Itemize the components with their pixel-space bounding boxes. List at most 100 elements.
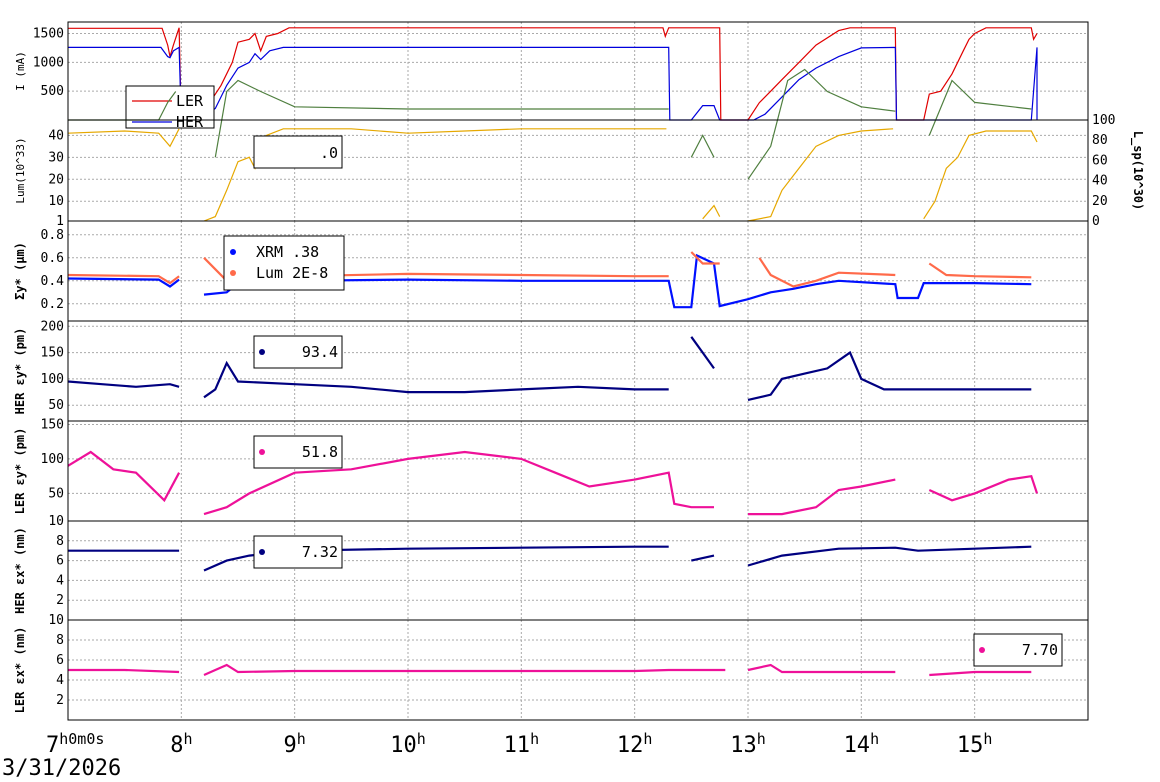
y-tick-label: 500 [41,84,64,99]
y-tick-label: 6 [56,554,64,569]
y2-tick-label: 60 [1092,153,1108,168]
panel-current: 500 1000 1500 I (mA) LER HER [14,21,1089,131]
x-tick-label: 13h [730,730,766,758]
y-tick-label: 0.2 [41,297,64,312]
y-tick-label: 100 [41,372,64,387]
legend-marker [259,349,265,355]
panel-frame [67,21,1089,121]
y-tick-label: 10 [48,514,64,529]
legend-label: Lum 2E-8 [256,264,328,282]
y-tick-label: 0.6 [41,251,64,266]
x-tick-label: 15h [957,730,993,758]
legend-value: .0 [320,144,338,162]
legend-box [125,85,215,129]
panel-her-ey: 50 100 150 200 HER εy* (pm) 93.4 [13,319,1089,422]
y-axis-label: LER εy* (pm) [13,428,27,515]
y-tick-label: 0.8 [41,228,64,243]
panel-frame [67,220,1089,322]
legend-her-ey: 93.4 [253,335,343,369]
y2-tick-label: 0 [1092,214,1100,229]
legend-value: 51.8 [302,443,338,461]
series-line-her-ex [68,545,1032,572]
y2-tick-label: 80 [1092,133,1108,148]
y-tick-label: 4 [56,673,64,688]
legend-her-ex: 7.32 [253,535,343,569]
legend-current: LER HER [125,85,215,131]
y-tick-label: 100 [41,452,64,467]
x-tick-label: 10h [390,730,426,758]
legend-label: XRM .38 [256,243,319,261]
legend-box [253,535,343,569]
y-tick-label: 40 [48,128,64,143]
y-tick-label: 50 [48,486,64,501]
y2-tick-label: 40 [1092,174,1108,189]
series-line-ler-ey [67,450,1039,516]
y-axis-label: I (mA) [14,51,27,91]
legend-marker [230,249,236,255]
y-axis-label: HER εy* (pm) [13,328,27,415]
y-tick-label: 50 [48,398,64,413]
x-tick-label: 8h [170,730,192,758]
y-tick-label: 10 [48,194,64,209]
panel-frame [67,320,1089,422]
x-tick-label: 9h [284,730,306,758]
x-tick-label: 14h [844,730,880,758]
legend-marker [979,647,985,653]
legend-box [253,435,343,469]
legend-box [253,335,343,369]
legend-marker [259,449,265,455]
legend-label: LER [176,92,204,110]
y-tick-label: 2 [56,693,64,708]
panel-sigma: 0.2 0.4 0.6 0.8 Σy* (µm) XRM .38 Lum 2E-8 [13,220,1089,322]
legend-value: 93.4 [302,343,338,361]
legend-box [223,235,345,291]
x-tick-label: 7h0m0s [46,730,104,758]
y-axis-label: LER εx* (nm) [13,627,27,714]
y-tick-label: 2 [56,593,64,608]
legend-marker [230,270,236,276]
series-line-ler-ex [68,663,1032,677]
y-tick-label: 8 [56,534,64,549]
y-tick-label: 150 [41,417,64,432]
legend-value: 7.70 [1022,641,1058,659]
legend-box [973,633,1063,667]
x-tick-label: 12h [617,730,653,758]
legend-label: HER [176,113,204,131]
panel-ler-ey: 10 50 100 150 LER εy* (pm) 51.8 [13,417,1089,529]
panel-frame [67,619,1089,721]
x-tick-label: 11h [504,730,540,758]
panel-her-ex: 2 4 6 8 HER εx* (nm) 7.32 [13,520,1089,621]
y-tick-label: 4 [56,573,64,588]
legend-sigma: XRM .38 Lum 2E-8 [223,235,345,291]
y-tick-label: 1500 [33,27,64,42]
series-line-sigma [67,253,1032,309]
legend-value: 7.32 [302,543,338,561]
legend-box [253,135,343,169]
y-tick-label: 0.4 [41,274,65,289]
panel-ler-ex: 2 4 6 8 10 LER εx* (nm) 7.70 [13,613,1089,721]
y2-tick-label: 100 [1092,113,1115,128]
legend-ler-ex: 7.70 [973,633,1063,667]
y-tick-label: 200 [41,319,64,334]
y-tick-label: 10 [48,613,64,628]
y2-axis-label: L_sp(10^30) [1130,131,1145,210]
y-tick-label: 150 [41,346,64,361]
y-tick-label: 20 [48,172,64,187]
y2-tick-label: 20 [1092,194,1108,209]
legend-lum: .0 [253,135,343,169]
y-tick-label: 30 [48,150,64,165]
y-axis-label: Σy* (µm) [13,242,27,300]
y-tick-label: 8 [56,633,64,648]
series-line-current [68,46,1038,121]
legend-ler-ey: 51.8 [253,435,343,469]
y-axis-label: Lum(10^33) [14,137,27,203]
legend-marker [259,549,265,555]
series-line-lum [67,128,1038,222]
panel-frame [67,420,1089,522]
y-tick-label: 1000 [33,55,64,70]
panel-lum: 1 10 20 30 40 Lum(10^33) 0 20 40 60 80 100 L_sp(10^3… [14,68,1145,229]
panel-frame [67,520,1089,621]
y-tick-label: 6 [56,653,64,668]
date-label: 3/31/2026 [2,756,122,781]
